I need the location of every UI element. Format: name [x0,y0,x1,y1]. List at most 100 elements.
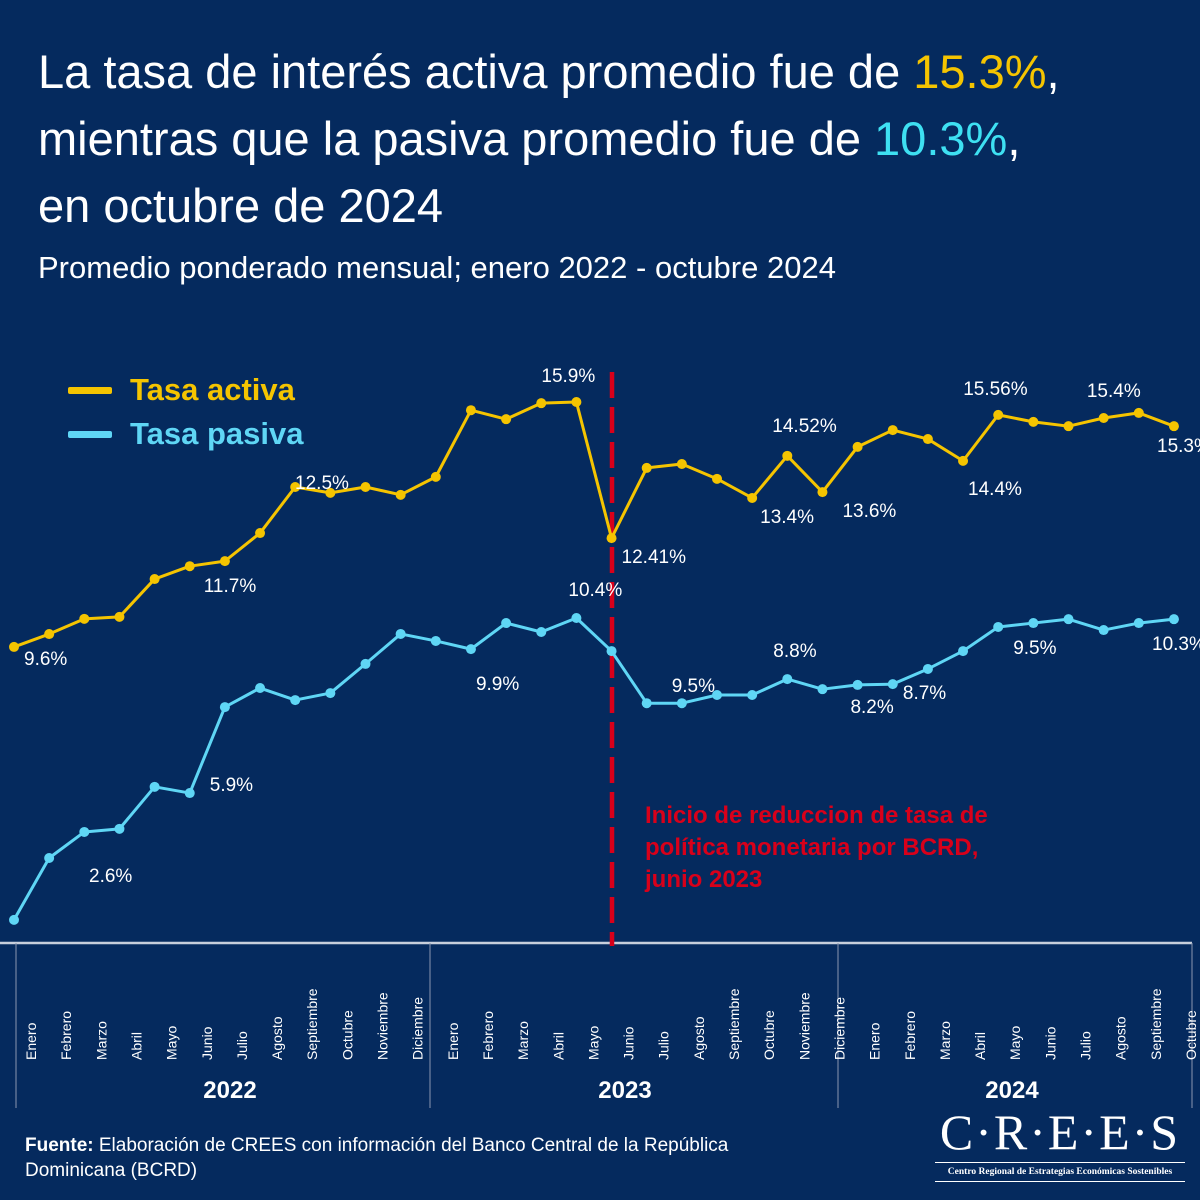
month-tick-label: Enero [23,1022,39,1060]
data-point-pasiva [290,695,301,706]
legend-label-pasiva: Tasa pasiva [130,416,304,451]
data-label-pasiva: 10.3% [1152,634,1200,655]
data-point-activa [9,641,19,652]
data-point-pasiva [852,679,863,690]
month-tick-label: Marzo [93,1021,109,1060]
month-tick-label: Enero [867,1022,883,1060]
data-point-pasiva [360,658,371,669]
data-point-pasiva [887,679,898,690]
data-label-activa: 11.7% [204,576,257,597]
data-label-pasiva: 8.7% [903,683,946,704]
data-label-activa: 12.41% [622,547,687,568]
data-point-activa [1168,421,1179,432]
subtitle: Promedio ponderado mensual; enero 2022 -… [38,250,836,285]
source-label: Fuente: [25,1135,94,1156]
data-point-pasiva [149,781,160,792]
month-tick-label: Noviembre [375,992,391,1060]
data-point-activa [325,487,336,498]
data-label-activa: 13.4% [760,507,814,528]
title-line1: La tasa de interés activa promedio fue d… [38,45,1060,98]
data-point-activa [571,397,582,407]
data-point-pasiva [1133,618,1144,629]
data-label-pasiva: 9.9% [476,674,519,695]
month-tick-label: Abril [550,1032,566,1060]
data-point-pasiva [993,621,1004,632]
data-point-pasiva [676,698,687,709]
data-point-activa [782,450,793,461]
month-tick-label: Junio [621,1026,637,1060]
series-line-activa [13,400,1175,649]
month-tick-label: Mayo [164,1026,180,1060]
data-point-activa [676,459,687,470]
data-point-pasiva [536,627,547,638]
month-tick-label: Agosto [691,1016,707,1060]
data-point-activa [747,492,758,503]
data-point-activa [1028,416,1039,427]
year-label: 2022 [203,1077,256,1104]
month-tick-label: Julio [234,1031,250,1060]
data-point-activa [817,487,828,498]
data-label-pasiva: 8.8% [773,641,816,662]
month-tick-label: Mayo [585,1026,601,1060]
data-point-activa [44,629,55,640]
data-point-activa [501,414,512,425]
data-point-pasiva [747,690,758,701]
crees-logo: C·R·E·E·S Centro Regional de Estrategias… [935,1106,1185,1182]
month-tick-label: Diciembre [831,997,847,1060]
data-point-pasiva [219,702,230,713]
legend-swatch-activa [68,386,112,394]
month-tick-label: Agosto [1113,1016,1129,1060]
data-point-activa [149,574,160,585]
data-point-activa [1133,407,1144,418]
logo-wordmark: C·R·E·E·S [939,1104,1181,1160]
month-tick-label: Septiembre [1148,988,1164,1060]
data-point-activa [184,561,195,572]
legend-swatch-pasiva [68,430,112,438]
data-point-pasiva [817,684,828,695]
data-label-activa: 14.52% [772,416,837,437]
data-point-pasiva [501,618,512,629]
data-label-activa: 15.56% [963,379,1028,400]
month-tick-label: Mayo [1007,1026,1023,1060]
month-tick-label: Noviembre [796,992,812,1060]
month-tick-label: Septiembre [726,988,742,1060]
data-point-activa [79,613,90,624]
month-tick-label: Enero [445,1022,461,1060]
data-label-pasiva: 10.4% [568,580,622,601]
month-tick-label: Diciembre [410,997,426,1060]
source-text: Elaboración de CREES con información del… [25,1135,729,1181]
month-tick-label: Octubre [1183,1010,1199,1060]
data-point-activa [114,611,125,622]
page-title: La tasa de interés activa promedio fue d… [38,38,1188,239]
month-tick-label: Agosto [269,1016,285,1060]
data-label-activa: 12.5% [295,473,349,494]
title-line3: en octubre de 2024 [38,179,444,232]
month-tick-label: Marzo [937,1021,953,1060]
month-tick-label: Octubre [339,1010,355,1060]
data-point-pasiva [44,853,55,864]
data-label-activa: 15.9% [541,366,595,387]
year-label: 2023 [598,1077,651,1104]
series-line-pasiva [12,616,1175,921]
month-tick-label: Julio [1078,1031,1094,1060]
data-label-activa: 15.4% [1087,381,1141,402]
data-label-pasiva: 2.6% [89,866,132,887]
month-tick-label: Abril [128,1032,144,1060]
title-pasiva-value: 10.3% [874,112,1008,165]
legend-label-activa: Tasa activa [130,372,295,407]
data-point-pasiva [325,688,336,699]
year-label: 2024 [985,1077,1039,1104]
data-point-pasiva [79,826,90,837]
data-label-pasiva: 5.9% [210,775,253,796]
data-point-pasiva [1028,618,1039,629]
data-point-activa [219,556,230,567]
data-point-activa [1098,412,1109,423]
data-label-pasiva: 8.2% [850,697,893,718]
data-point-activa [887,425,898,436]
data-point-pasiva [922,663,933,674]
data-label-activa: 9.6% [24,649,67,670]
logo-subtitle: Centro Regional de Estrategias Económica… [935,1162,1185,1182]
data-point-activa [606,533,617,544]
source-footer: Fuente: Elaboración de CREES con informa… [25,1133,825,1183]
